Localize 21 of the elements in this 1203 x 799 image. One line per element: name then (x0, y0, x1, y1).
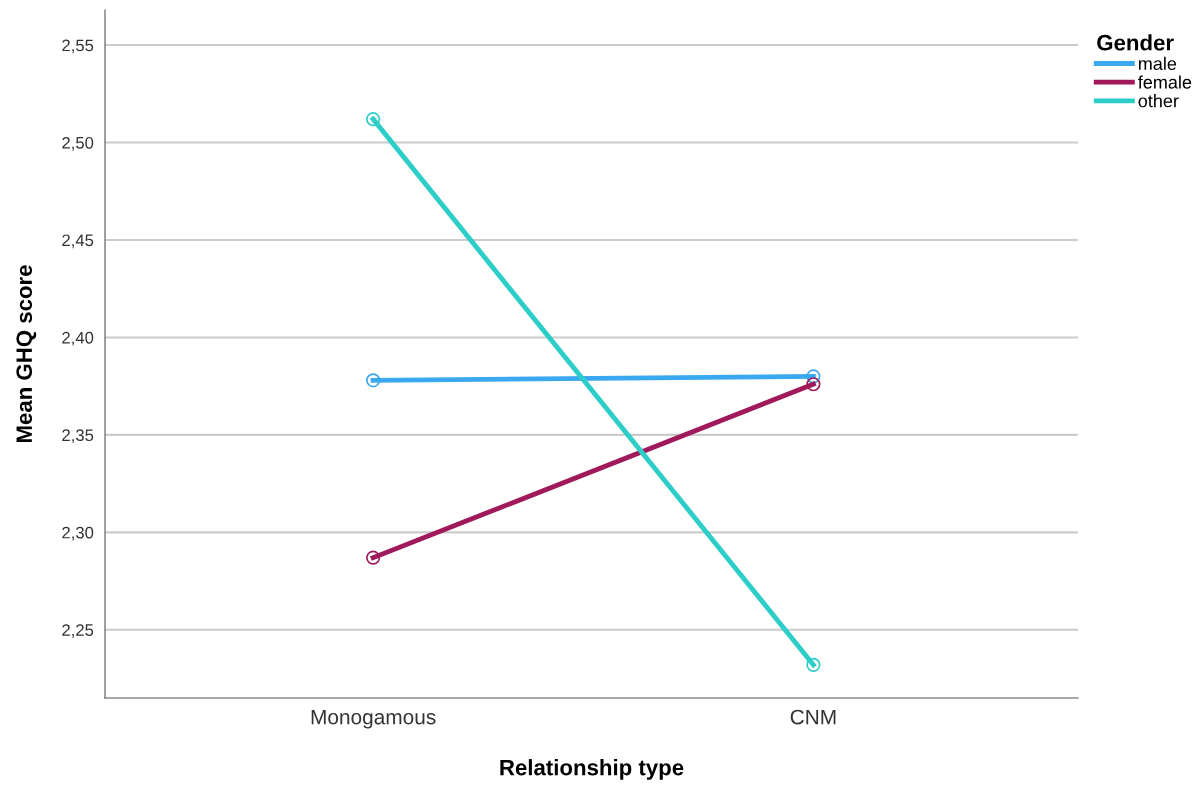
y-tick-label: 2,25 (62, 624, 94, 638)
x-tick-label: Monogamous (311, 709, 436, 729)
y-tick-label: 2,50 (62, 136, 94, 151)
y-tick-label: 2,45 (62, 234, 94, 249)
x-tick-label: CNM (790, 709, 836, 725)
y-tick-label: 2,55 (62, 39, 94, 54)
y-tick-label: 2,35 (62, 429, 94, 444)
point (806, 377, 821, 392)
legend-title: Gender (1097, 34, 1174, 51)
point (806, 369, 821, 384)
y-tick-label: 2,40 (62, 331, 94, 346)
point (366, 373, 381, 388)
y-tick-label: 2,30 (62, 526, 94, 541)
point (806, 657, 821, 672)
legend-label: other (1138, 94, 1179, 108)
y-axis-title: Mean GHQ score (16, 265, 37, 443)
point (366, 550, 381, 565)
point (366, 112, 381, 127)
legend-label: female (1138, 75, 1192, 89)
legend-label: male (1138, 56, 1177, 71)
x-axis-title: Relationship type (500, 759, 684, 780)
